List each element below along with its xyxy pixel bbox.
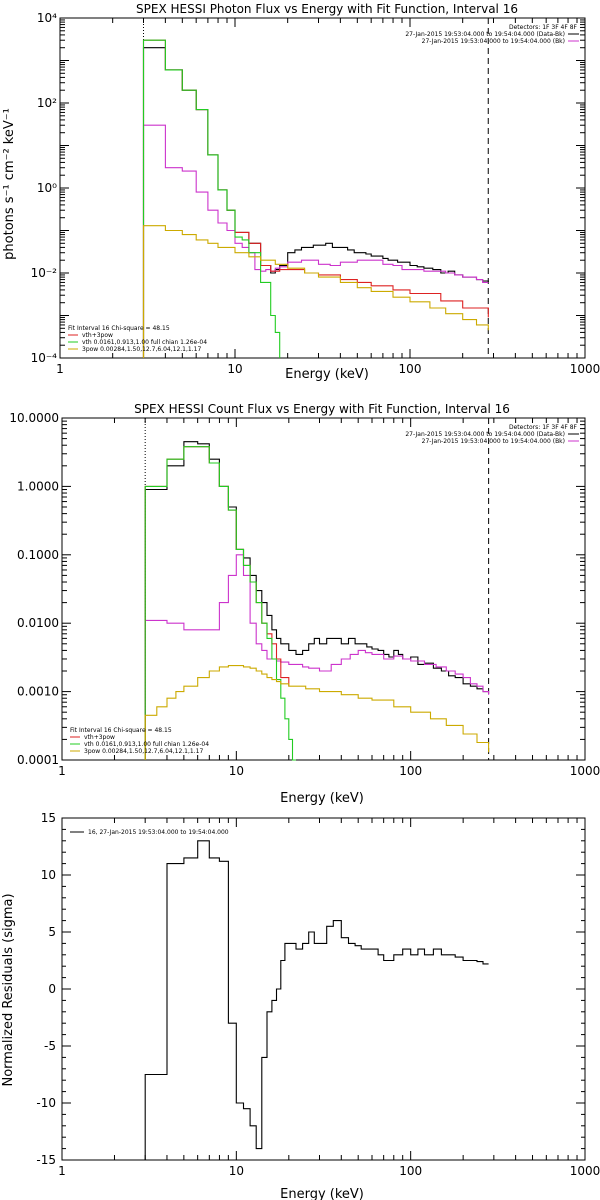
count-flux-xlabel: Energy (keV) bbox=[280, 791, 364, 806]
p2-y-tick-label: 15 bbox=[41, 811, 56, 825]
p1-y-tick-label: 0.0100 bbox=[17, 616, 59, 630]
photon-flux-xlabel: Energy (keV) bbox=[285, 367, 369, 382]
p0-legend-tr-item: 27-Jan-2015 19:53:04.000 to 19:54:04.000… bbox=[422, 38, 565, 45]
p0-legend-bl-item: vth 0.0161,0.913,1.00 full chian 1.26e-0… bbox=[82, 339, 207, 346]
p1-y-tick-label: 0.1000 bbox=[17, 548, 59, 562]
p0-series-1-line bbox=[142, 124, 489, 358]
p2-plot-frame bbox=[61, 817, 586, 1161]
p1-y-tick-label: 0.0001 bbox=[17, 753, 59, 767]
count-flux-panel: SPEX HESSI Count Flux vs Energy with Fit… bbox=[9, 402, 600, 806]
p1-legend-tr-item: Detectors: 1F 3F 4F 8F bbox=[509, 424, 578, 431]
p2-x-tick-label: 10 bbox=[229, 1164, 244, 1178]
p1-series-0-line bbox=[144, 441, 489, 760]
p1-series-3-line bbox=[144, 446, 296, 761]
p0-y-tick-label: 10⁰ bbox=[37, 181, 57, 195]
p0-series-3-line bbox=[142, 39, 281, 358]
residuals-panel: Energy (keV) Normalized Residuals (sigma… bbox=[1, 811, 600, 1200]
p1-x-tick-label: 1000 bbox=[570, 764, 600, 778]
p2-y-tick-label: -10 bbox=[36, 1096, 56, 1110]
p1-legend-bl-item: 3pow 0.00284,1.50,12.7,6.04,12.1,1.17 bbox=[84, 748, 203, 755]
p2-y-tick-label: 10 bbox=[41, 868, 56, 882]
p0-series-4-line bbox=[142, 225, 489, 358]
p2-legend-tl-item: 16, 27-Jan-2015 19:53:04.000 to 19:54:04… bbox=[88, 829, 229, 836]
p0-legend-bl-item: Fit Interval 16 Chi-square = 48.15 bbox=[68, 325, 170, 332]
p2-y-tick-label: 5 bbox=[48, 925, 56, 939]
p0-x-tick-label: 1 bbox=[56, 362, 64, 376]
p0-legend-bl-item: 3pow 0.00284,1.50,12.7,6.04,12.1,1.17 bbox=[82, 346, 201, 353]
p2-series-0-line bbox=[144, 840, 489, 1160]
p1-legend-tr-item: 27-Jan-2015 19:53:04.000 to 19:54:04.000… bbox=[405, 431, 565, 438]
residuals-xlabel: Energy (keV) bbox=[280, 1187, 364, 1200]
p0-y-tick-label: 10⁴ bbox=[37, 11, 57, 25]
p2-x-tick-label: 1 bbox=[58, 1164, 66, 1178]
p1-x-tick-label: 1 bbox=[58, 764, 66, 778]
p0-legend-tr-item: Detectors: 1F 3F 4F 8F bbox=[509, 24, 578, 31]
p2-y-tick-label: -5 bbox=[44, 1039, 56, 1053]
p0-y-tick-label: 10⁻⁴ bbox=[31, 351, 58, 365]
p1-series-4-line bbox=[144, 665, 490, 760]
p0-legend-bl-item: vth+3pow bbox=[82, 332, 113, 339]
p1-legend-bl-item: vth+3pow bbox=[84, 734, 115, 741]
p1-plot-frame bbox=[61, 417, 586, 761]
p1-legend-bl-item: vth 0.0161,0.913,1.00 full chian 1.26e-0… bbox=[84, 741, 209, 748]
p1-legend-bl-item: Fit Interval 16 Chi-square = 48.15 bbox=[70, 727, 172, 734]
p1-x-tick-label: 10 bbox=[229, 764, 244, 778]
p1-y-tick-label: 10.0000 bbox=[9, 411, 59, 425]
photon-flux-title: SPEX HESSI Photon Flux vs Energy with Fi… bbox=[136, 2, 518, 16]
p2-x-tick-label: 100 bbox=[399, 1164, 422, 1178]
count-flux-title: SPEX HESSI Count Flux vs Energy with Fit… bbox=[134, 402, 510, 416]
p0-x-tick-label: 1000 bbox=[570, 362, 600, 376]
p0-series-2-line bbox=[142, 39, 489, 358]
p2-x-tick-label: 1000 bbox=[570, 1164, 600, 1178]
residuals-ylabel: Normalized Residuals (sigma) bbox=[1, 893, 16, 1086]
p0-x-tick-label: 100 bbox=[399, 362, 422, 376]
p1-y-tick-label: 1.0000 bbox=[17, 479, 59, 493]
p1-series-1-line bbox=[144, 554, 490, 760]
photon-flux-panel: SPEX HESSI Photon Flux vs Energy with Fi… bbox=[2, 2, 600, 382]
p1-y-tick-label: 0.0010 bbox=[17, 685, 59, 699]
photon-flux-ylabel: photons s⁻¹ cm⁻² keV⁻¹ bbox=[2, 108, 17, 260]
p0-legend-tr-item: 27-Jan-2015 19:53:04.000 to 19:54:04.000… bbox=[405, 31, 565, 38]
p0-y-tick-label: 10² bbox=[37, 96, 57, 110]
p2-y-tick-label: 0 bbox=[48, 982, 56, 996]
p0-y-tick-label: 10⁻² bbox=[31, 266, 58, 280]
p0-x-tick-label: 10 bbox=[227, 362, 242, 376]
p2-y-tick-label: -15 bbox=[36, 1153, 56, 1167]
p0-plot-frame bbox=[59, 17, 586, 359]
p1-x-tick-label: 100 bbox=[399, 764, 422, 778]
p0-series-0-line bbox=[142, 47, 489, 358]
p1-legend-tr-item: 27-Jan-2015 19:53:04.000 to 19:54:04.000… bbox=[422, 438, 565, 445]
